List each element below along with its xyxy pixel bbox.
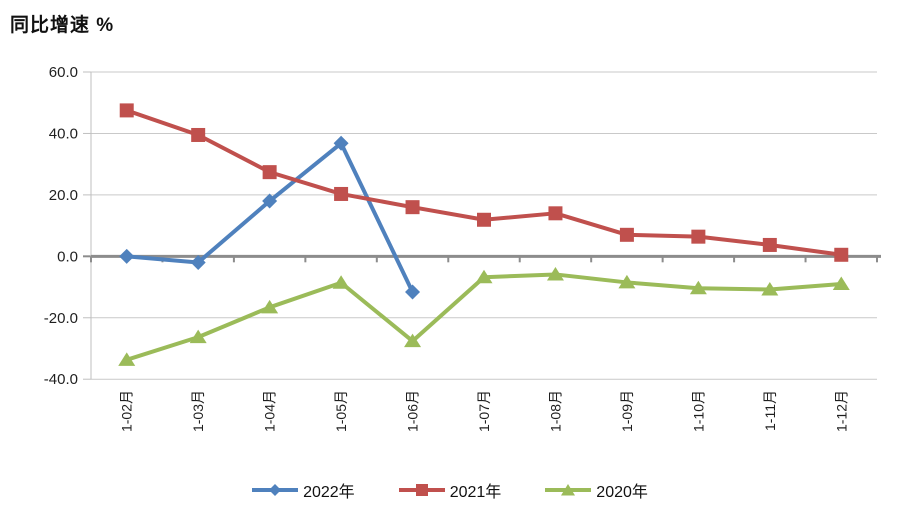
series-marker-2022年 (262, 193, 278, 209)
legend-item-2022年: 2022年 (252, 478, 355, 502)
x-tick-label: 1-04月 (262, 390, 278, 432)
y-tick-label: -40.0 (44, 371, 78, 388)
series-marker-2021年 (119, 103, 134, 118)
series-marker-2021年 (262, 165, 277, 180)
x-tick-label: 1-07月 (476, 390, 492, 432)
x-tick-label: 1-05月 (333, 390, 349, 432)
y-tick-label: 60.0 (49, 64, 78, 81)
series-marker-2021年 (334, 186, 349, 201)
x-tick-label: 1-06月 (405, 390, 421, 432)
chart-legend: 2022年 2021年 2020年 (0, 478, 900, 502)
y-tick-label: 20.0 (49, 187, 78, 204)
series-marker-2021年 (191, 127, 206, 142)
x-tick-label: 1-08月 (547, 390, 563, 432)
series-marker-2022年 (119, 248, 135, 264)
series-marker-2022年 (405, 284, 421, 300)
series-marker-2020年 (618, 274, 636, 289)
chart-title: 同比增速 % (10, 15, 115, 36)
legend-marker-diamond-icon (252, 484, 299, 496)
series-line-2020年 (126, 272, 842, 362)
x-tick-label: 1-10月 (690, 390, 706, 432)
y-tick-label: -20.0 (44, 310, 78, 327)
legend-label: 2022年 (303, 484, 355, 501)
series-marker-2020年 (261, 299, 279, 314)
series-marker-2022年 (333, 135, 349, 151)
x-tick-label: 1-12月 (833, 390, 849, 432)
series-marker-2020年 (689, 280, 707, 295)
legend-item-2021年: 2021年 (398, 478, 502, 502)
series-marker-2021年 (477, 212, 491, 227)
series-marker-2020年 (832, 276, 850, 290)
series-marker-2021年 (619, 227, 634, 242)
series-marker-2020年 (404, 333, 422, 348)
y-tick-label: 40.0 (49, 125, 78, 142)
series-marker-2020年 (189, 329, 207, 344)
series-marker-2021年 (834, 247, 849, 262)
legend-label: 2020年 (596, 484, 648, 501)
series-marker-2020年 (546, 266, 564, 281)
legend-item-2020年: 2020年 (545, 478, 648, 502)
x-tick-label: 1-03月 (190, 390, 206, 432)
legend-label: 2021年 (449, 484, 502, 501)
series-marker-2021年 (691, 229, 706, 244)
series-marker-2022年 (190, 254, 206, 270)
y-tick-label: 0.0 (57, 248, 78, 265)
x-tick-label: 1-11月 (762, 390, 778, 431)
series-marker-2020年 (761, 281, 779, 296)
series-marker-2021年 (548, 206, 563, 221)
series-marker-2021年 (405, 200, 420, 215)
x-tick-label: 1-02月 (119, 390, 135, 432)
legend-marker-triangle-icon (545, 484, 592, 496)
series-marker-2020年 (332, 275, 350, 289)
series-marker-2021年 (762, 237, 777, 252)
x-tick-label: 1-09月 (619, 390, 635, 432)
series-marker-2020年 (475, 269, 493, 284)
series-marker-2020年 (118, 352, 136, 366)
legend-marker-square-icon (398, 484, 445, 496)
